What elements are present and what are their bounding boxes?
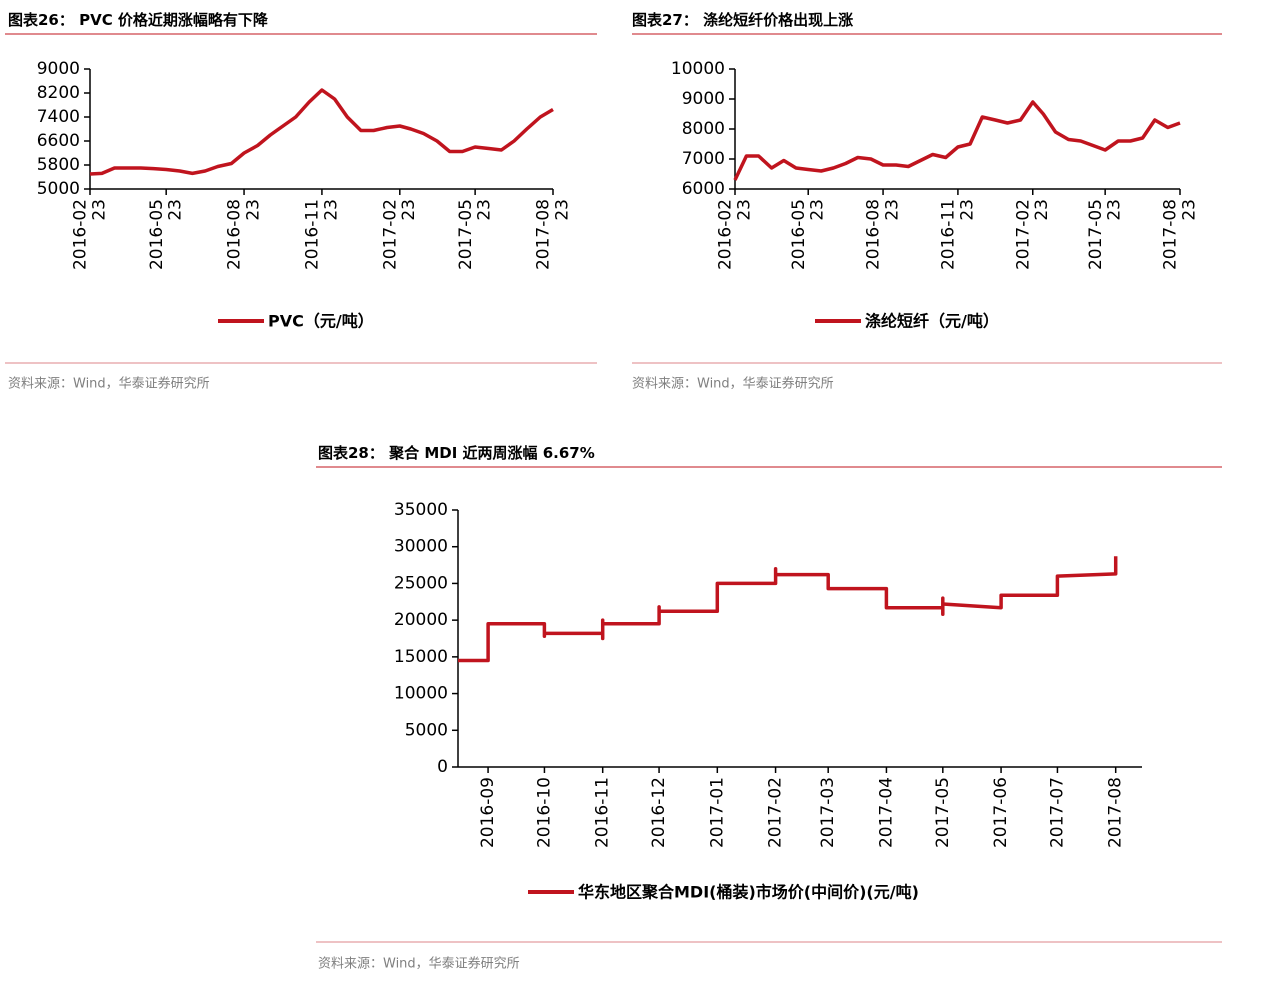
chart-title: 图表27： 涤纶短纤价格出现上涨: [632, 11, 853, 29]
x-tick-label: 2017-01: [707, 777, 727, 848]
x-tick-label: 2016-0823: [225, 199, 264, 270]
y-tick-label: 25000: [394, 573, 448, 593]
x-tick-label: 2016-11: [593, 777, 613, 848]
x-tick-label: 2016-09: [478, 777, 498, 848]
y-tick-label: 15000: [394, 647, 448, 667]
x-tick-label: 2016-1123: [939, 199, 978, 270]
y-tick-label: 8000: [682, 119, 725, 139]
y-tick-label: 5000: [37, 179, 80, 199]
source: 资料来源：Wind，华泰证券研究所: [318, 956, 520, 972]
x-tick-label: 2017-0823: [1161, 199, 1200, 270]
y-tick-label: 10000: [394, 684, 448, 704]
x-tick-label: 2016-10: [534, 777, 554, 848]
legend-label: 涤纶短纤（元/吨）: [865, 312, 999, 331]
x-tick-label: 2017-05: [933, 777, 953, 848]
y-tick-label: 5800: [37, 155, 80, 175]
series-line: [458, 556, 1118, 663]
x-tick-label: 2016-0223: [71, 199, 110, 270]
y-tick-label: 6000: [682, 179, 725, 199]
y-tick-label: 6600: [37, 131, 80, 151]
y-tick-label: 5000: [405, 720, 448, 740]
y-tick-label: 30000: [394, 537, 448, 557]
x-tick-label: 2017-02: [766, 777, 786, 848]
x-tick-label: 2017-07: [1047, 777, 1067, 848]
x-tick-label: 2017-06: [991, 777, 1011, 848]
x-tick-label: 2017-04: [876, 777, 896, 848]
chart-title: 图表28： 聚合 MDI 近两周涨幅 6.67%: [318, 444, 595, 462]
x-tick-label: 2016-0823: [864, 199, 903, 270]
chart-title: 图表26： PVC 价格近期涨幅略有下降: [8, 11, 269, 29]
x-tick-label: 2016-0523: [147, 199, 186, 270]
y-tick-label: 20000: [394, 610, 448, 630]
series-line: [733, 100, 1181, 181]
series-line: [89, 88, 554, 176]
x-tick-label: 2017-0223: [1013, 199, 1052, 270]
source: 资料来源：Wind，华泰证券研究所: [8, 376, 210, 392]
legend-label: PVC（元/吨）: [268, 312, 374, 331]
x-tick-label: 2016-1123: [303, 199, 342, 270]
x-tick-label: 2016-0523: [789, 199, 828, 270]
x-tick-label: 2017-0223: [380, 199, 419, 270]
x-tick-label: 2016-12: [649, 777, 669, 848]
x-tick-label: 2017-03: [818, 777, 838, 848]
y-tick-label: 35000: [394, 500, 448, 520]
y-tick-label: 9000: [37, 59, 80, 79]
legend-label: 华东地区聚合MDI(桶装)市场价(中间价)(元/吨): [578, 883, 919, 902]
x-tick-label: 2017-0523: [456, 199, 495, 270]
x-tick-label: 2017-0523: [1086, 199, 1125, 270]
y-tick-label: 7000: [682, 149, 725, 169]
y-tick-label: 10000: [671, 59, 725, 79]
y-tick-label: 0: [437, 757, 448, 777]
x-tick-label: 2016-0223: [716, 199, 755, 270]
x-tick-label: 2017-0823: [534, 199, 573, 270]
y-tick-label: 9000: [682, 89, 725, 109]
source: 资料来源：Wind，华泰证券研究所: [632, 376, 834, 392]
y-tick-label: 7400: [37, 107, 80, 127]
y-tick-label: 8200: [37, 83, 80, 103]
x-tick-label: 2017-08: [1106, 777, 1126, 848]
